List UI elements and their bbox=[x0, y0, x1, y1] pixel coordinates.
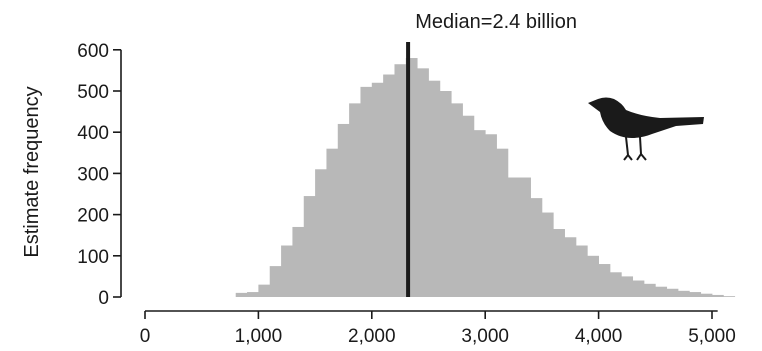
histogram-bar bbox=[666, 288, 679, 297]
histogram-bar bbox=[632, 280, 645, 297]
histogram-bar bbox=[530, 198, 543, 297]
histogram-bar bbox=[655, 286, 668, 297]
y-tick-label: 600 bbox=[77, 41, 109, 62]
x-tick-label: 1,000 bbox=[235, 326, 283, 347]
histogram-bar bbox=[394, 64, 407, 297]
histogram-bar bbox=[315, 169, 327, 297]
histogram-bar bbox=[360, 86, 373, 297]
histogram-bar bbox=[496, 148, 509, 297]
histogram-bar bbox=[553, 229, 565, 297]
histogram-bar bbox=[473, 130, 486, 297]
histogram-bar bbox=[700, 293, 713, 297]
histogram-bar bbox=[598, 264, 611, 297]
x-tick-label: 3,000 bbox=[461, 326, 509, 347]
histogram-bar bbox=[462, 115, 475, 297]
histogram-bar bbox=[292, 226, 305, 297]
histogram-bar bbox=[281, 245, 293, 297]
histogram-bar bbox=[541, 212, 554, 297]
y-tick-label: 200 bbox=[77, 206, 109, 227]
histogram-bar bbox=[485, 134, 497, 297]
y-axis-title: Estimate frequency bbox=[21, 86, 43, 257]
bird-silhouette-icon bbox=[588, 97, 704, 161]
histogram-bar bbox=[269, 266, 282, 297]
histogram-bars bbox=[235, 58, 736, 298]
histogram-bar bbox=[405, 58, 418, 297]
histogram-bar bbox=[417, 68, 429, 297]
histogram-bar bbox=[587, 255, 599, 297]
y-tick-label: 0 bbox=[98, 288, 109, 309]
y-tick-label: 400 bbox=[77, 123, 109, 144]
x-tick-label: 4,000 bbox=[575, 326, 623, 347]
x-tick-label: 2,000 bbox=[348, 326, 396, 347]
histogram-bar bbox=[303, 196, 316, 297]
histogram-bar bbox=[507, 177, 520, 297]
histogram-bar bbox=[439, 91, 452, 297]
histogram-bar bbox=[519, 177, 531, 297]
histogram-bar bbox=[643, 283, 656, 297]
x-tick-label: 0 bbox=[140, 326, 151, 347]
histogram-bar bbox=[337, 123, 350, 298]
x-tick-label: 5,000 bbox=[688, 326, 736, 347]
histogram-bar bbox=[689, 292, 702, 297]
histogram-bar bbox=[235, 292, 248, 297]
histogram-bar bbox=[609, 272, 622, 297]
y-tick-label: 100 bbox=[77, 247, 109, 268]
x-axis: 0 1,000 2,000 3,000 4,000 5,000 bbox=[140, 310, 736, 347]
y-axis: 0 100 200 300 400 500 600 bbox=[77, 41, 122, 309]
histogram-bar bbox=[564, 237, 577, 297]
histogram-bar bbox=[712, 294, 724, 297]
histogram-bar bbox=[371, 82, 384, 297]
histogram-bar bbox=[677, 290, 690, 297]
histogram-bar bbox=[723, 296, 736, 297]
histogram-bar bbox=[383, 74, 395, 298]
histogram-bar bbox=[326, 148, 339, 297]
histogram-bar bbox=[247, 292, 259, 297]
histogram-bar bbox=[258, 284, 271, 297]
histogram-bar bbox=[451, 103, 463, 297]
y-tick-label: 500 bbox=[77, 82, 109, 103]
histogram-bar bbox=[621, 276, 634, 297]
histogram-bar bbox=[349, 103, 361, 297]
histogram-bar bbox=[428, 80, 441, 297]
y-tick-label: 300 bbox=[77, 164, 109, 185]
histogram-bar bbox=[575, 245, 588, 297]
median-marker: Median=2.4 billion bbox=[406, 11, 577, 297]
median-label: Median=2.4 billion bbox=[415, 11, 577, 33]
